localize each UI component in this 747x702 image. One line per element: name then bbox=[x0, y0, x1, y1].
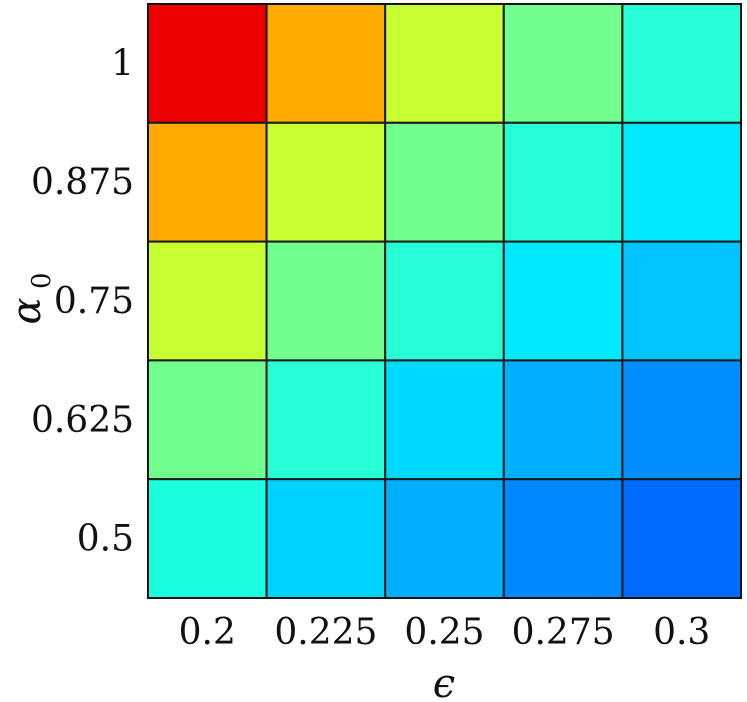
heatmap-cell-0.75-0.3 bbox=[621, 240, 743, 362]
heatmap-cell-0.5-0.25 bbox=[384, 478, 505, 600]
heatmap-cell-0.75-0.225 bbox=[265, 240, 387, 362]
heatmap-cell-1-0.2 bbox=[147, 3, 268, 124]
x-tick-label: 0.225 bbox=[274, 612, 377, 653]
heatmap-cell-0.625-0.275 bbox=[502, 359, 624, 481]
x-tick-label: 0.3 bbox=[653, 612, 710, 653]
heatmap-cell-0.625-0.225 bbox=[265, 359, 387, 481]
heatmap-cell-0.875-0.3 bbox=[621, 121, 743, 243]
heatmap-cell-0.875-0.225 bbox=[265, 121, 387, 243]
heatmap-cell-0.875-0.275 bbox=[502, 121, 624, 243]
y-tick-label: 0.75 bbox=[54, 281, 134, 322]
heatmap-cell-0.5-0.3 bbox=[621, 478, 743, 600]
x-axis-label: ϵ bbox=[433, 661, 455, 702]
y-axis-label-group: α 0 bbox=[4, 272, 57, 324]
heatmap-cells bbox=[147, 3, 743, 600]
heatmap-cell-0.5-0.225 bbox=[265, 478, 387, 600]
y-tick-labels: 1 0.875 0.75 0.625 0.5 bbox=[31, 43, 134, 559]
heatmap-cell-0.5-0.2 bbox=[147, 478, 268, 600]
y-axis-label: α bbox=[4, 297, 50, 324]
heatmap-cell-0.625-0.3 bbox=[621, 359, 743, 481]
x-tick-labels: 0.2 0.225 0.25 0.275 0.3 bbox=[179, 612, 711, 653]
heatmap-cell-0.5-0.275 bbox=[502, 478, 624, 600]
x-tick-label: 0.25 bbox=[404, 612, 484, 653]
heatmap-cell-0.875-0.25 bbox=[384, 121, 505, 243]
heatmap-cell-0.75-0.275 bbox=[502, 240, 624, 362]
heatmap-cell-0.625-0.2 bbox=[147, 359, 268, 481]
y-tick-label: 1 bbox=[111, 43, 134, 84]
y-tick-label: 0.875 bbox=[31, 162, 134, 203]
plot-frame bbox=[147, 3, 742, 599]
heatmap-cell-1-0.225 bbox=[265, 3, 387, 124]
y-axis-label-subscript: 0 bbox=[27, 272, 57, 289]
heatmap-cell-0.875-0.2 bbox=[147, 121, 268, 243]
heatmap-cell-1-0.25 bbox=[384, 3, 505, 124]
heatmap-cell-0.625-0.25 bbox=[384, 359, 505, 481]
x-tick-label: 0.2 bbox=[179, 612, 236, 653]
heatmap-cell-1-0.3 bbox=[621, 3, 743, 124]
y-tick-label: 0.5 bbox=[77, 519, 134, 560]
heatmap-cell-0.75-0.2 bbox=[147, 240, 268, 362]
heatmap-cell-1-0.275 bbox=[502, 3, 624, 124]
y-tick-label: 0.625 bbox=[31, 400, 134, 441]
x-tick-label: 0.275 bbox=[512, 612, 615, 653]
heatmap-cell-0.75-0.25 bbox=[384, 240, 505, 362]
